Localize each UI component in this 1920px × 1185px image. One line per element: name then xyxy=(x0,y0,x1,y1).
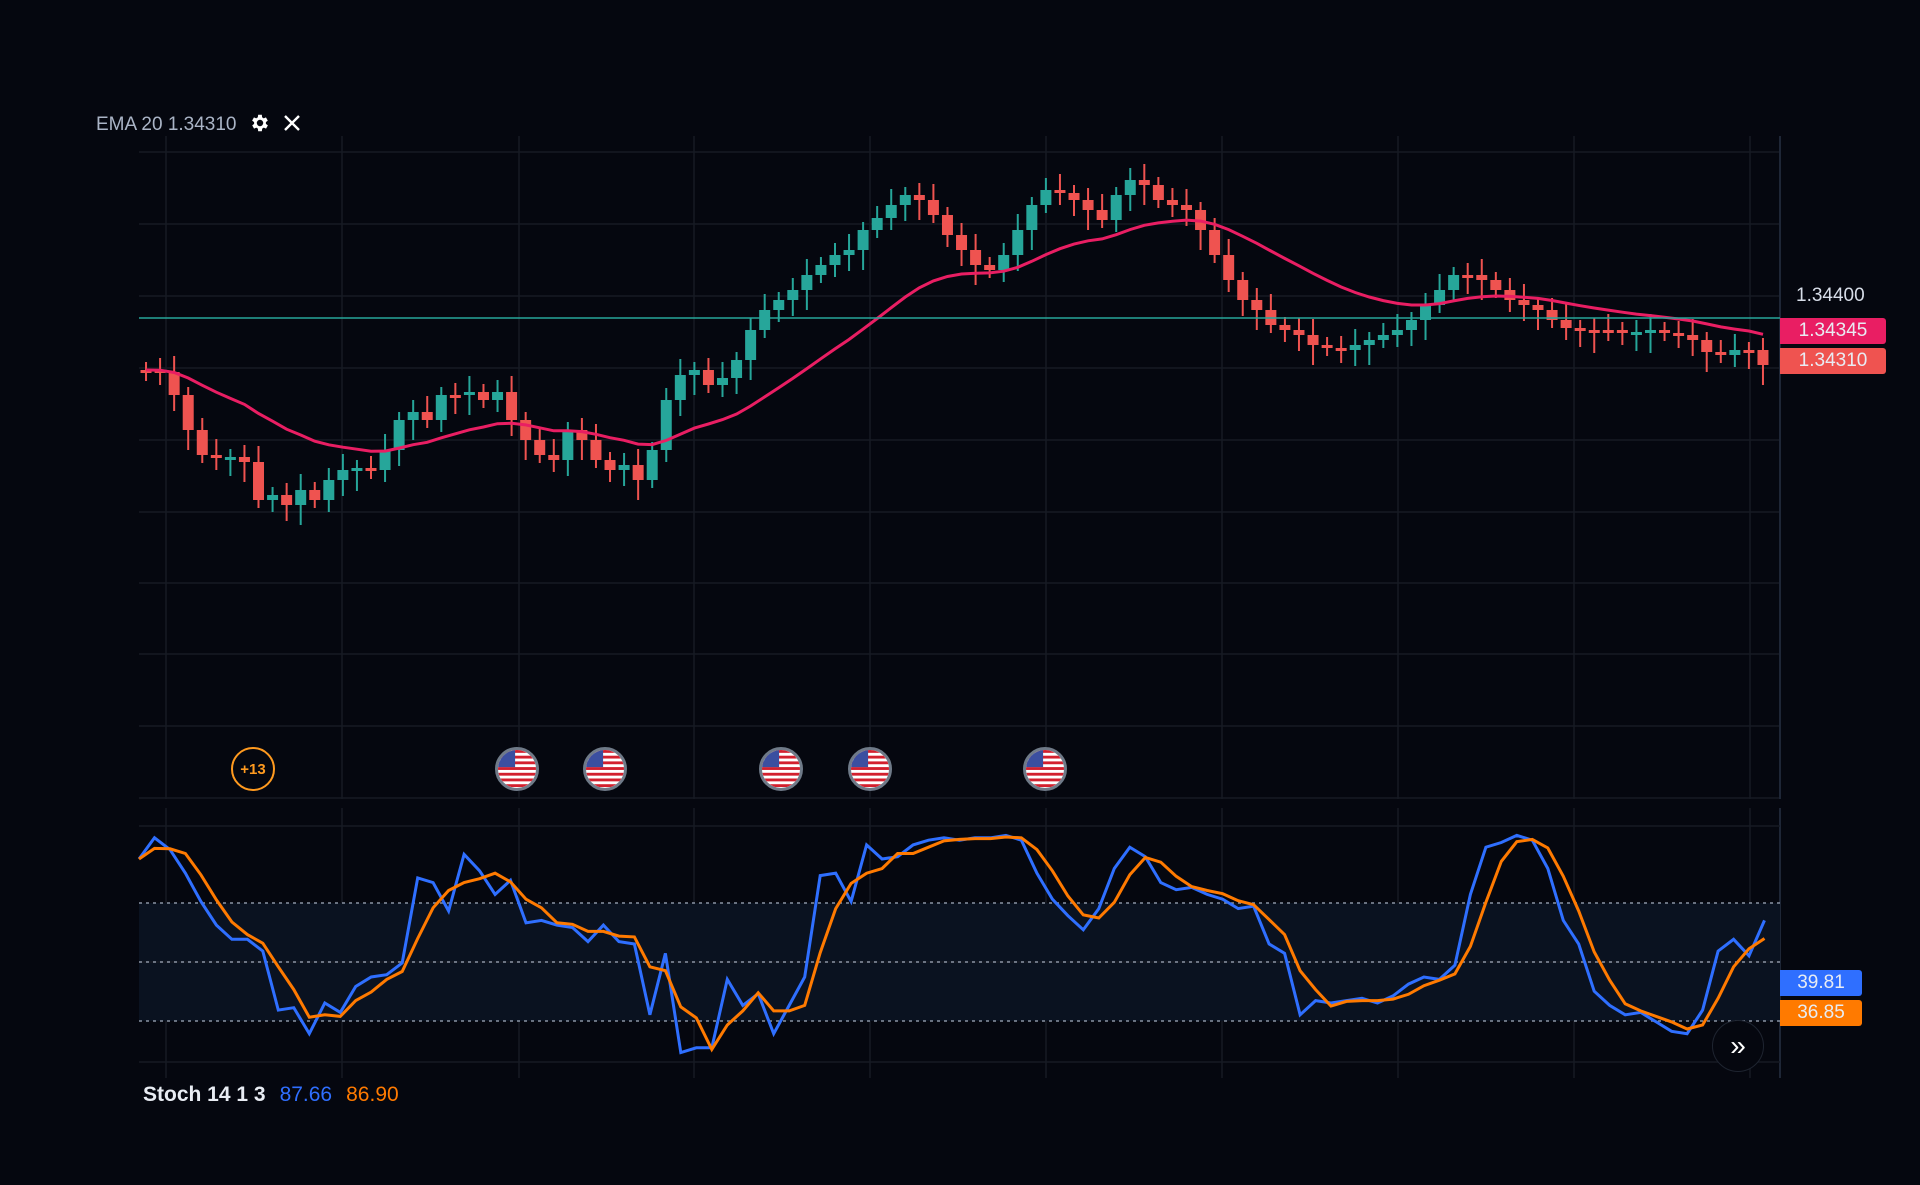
stoch-d-value: 86.90 xyxy=(346,1083,399,1106)
us-flag-icon xyxy=(586,750,624,788)
close-icon[interactable] xyxy=(283,114,301,136)
us-flag-icon xyxy=(1026,750,1064,788)
ema-legend: EMA 20 1.34310 xyxy=(96,112,301,138)
price-axis-tick: 1.34400 xyxy=(1796,285,1865,306)
stoch-k-label: 39.81 xyxy=(1780,970,1862,996)
current-price-label: 1.34345 xyxy=(1780,318,1886,344)
ema-legend-label: EMA 20 1.34310 xyxy=(96,114,237,135)
us-flag-event[interactable] xyxy=(495,747,539,791)
ema-price-label: 1.34310 xyxy=(1780,348,1886,374)
stoch-legend-name: Stoch 14 1 3 xyxy=(143,1083,266,1106)
stoch-legend: Stoch 14 1 3 87.66 86.90 xyxy=(143,1083,399,1107)
us-flag-event[interactable] xyxy=(583,747,627,791)
stoch-d-label: 36.85 xyxy=(1780,1000,1862,1026)
us-flag-icon xyxy=(851,750,889,788)
event-count-badge[interactable]: +13 xyxy=(231,747,275,791)
us-flag-icon xyxy=(762,750,800,788)
scroll-to-latest-button[interactable]: » xyxy=(1712,1020,1764,1072)
gear-icon[interactable] xyxy=(249,112,271,138)
us-flag-icon xyxy=(498,750,536,788)
double-chevron-right-icon: » xyxy=(1730,1030,1746,1061)
us-flag-event[interactable] xyxy=(1023,747,1067,791)
us-flag-event[interactable] xyxy=(848,747,892,791)
stoch-k-value: 87.66 xyxy=(279,1083,333,1106)
us-flag-event[interactable] xyxy=(759,747,803,791)
